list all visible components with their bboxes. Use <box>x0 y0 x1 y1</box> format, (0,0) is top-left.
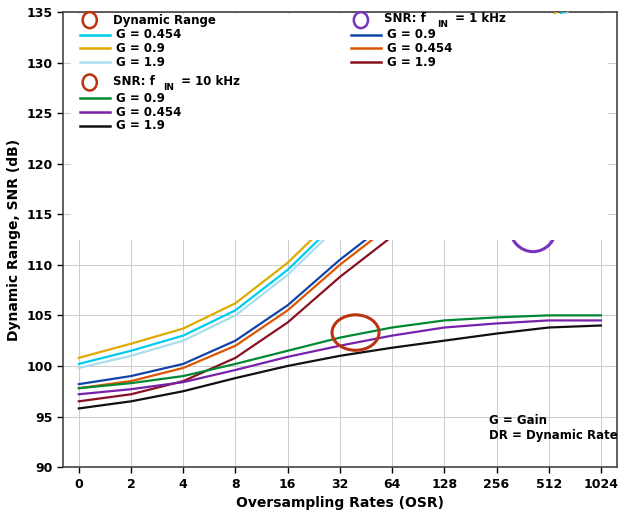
Text: G = 1.9: G = 1.9 <box>115 119 165 132</box>
Text: G = 0.454: G = 0.454 <box>115 105 181 118</box>
Text: = 10 kHz: = 10 kHz <box>177 74 240 87</box>
Text: G = 0.454: G = 0.454 <box>115 28 181 41</box>
X-axis label: Oversampling Rates (OSR): Oversampling Rates (OSR) <box>236 496 444 510</box>
Text: G = Gain
DR = Dynamic Rate: G = Gain DR = Dynamic Rate <box>489 414 618 442</box>
Text: G = 0.454: G = 0.454 <box>387 42 452 55</box>
Text: SNR: f: SNR: f <box>113 74 155 87</box>
Text: Dynamic Range: Dynamic Range <box>113 13 216 27</box>
Text: G = 0.9: G = 0.9 <box>115 92 165 105</box>
Text: G = 0.9: G = 0.9 <box>115 42 165 55</box>
Text: IN: IN <box>163 83 174 92</box>
Text: G = 1.9: G = 1.9 <box>387 55 436 69</box>
Text: = 1 kHz: = 1 kHz <box>450 12 505 25</box>
FancyBboxPatch shape <box>71 14 608 239</box>
Text: SNR: f: SNR: f <box>384 12 426 25</box>
Text: IN: IN <box>437 20 448 29</box>
Text: G = 0.9: G = 0.9 <box>387 28 436 41</box>
Text: G = 1.9: G = 1.9 <box>115 55 165 69</box>
Y-axis label: Dynamic Range, SNR (dB): Dynamic Range, SNR (dB) <box>7 139 21 341</box>
